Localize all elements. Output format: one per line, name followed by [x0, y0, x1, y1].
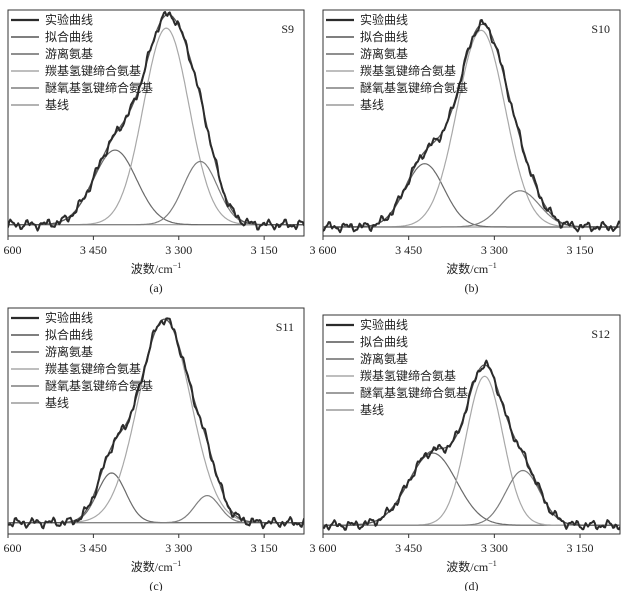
- series-ether-hbonded-amino: [8, 160, 304, 226]
- x-axis-title-superscript: −1: [173, 261, 182, 270]
- chart-panel-2: 3 600 3 450 3 300 3 150 波数/cm−1 (b) S10 实验曲线拟合曲…: [310, 9, 621, 295]
- panel-caption: (a): [149, 281, 162, 295]
- legend-label: 游离氨基: [45, 46, 93, 61]
- x-tick-label: 3 300: [165, 243, 192, 257]
- legend-label: 基线: [45, 396, 69, 410]
- legend-label: 基线: [360, 403, 384, 417]
- series-free-amino: [323, 163, 620, 228]
- panel-label: S9: [281, 22, 294, 36]
- legend-label: 实验曲线: [360, 317, 408, 332]
- plot-frame: [322, 314, 621, 535]
- x-tick-label: 3 150: [251, 541, 278, 555]
- legend-label: 拟合曲线: [45, 29, 93, 44]
- legend-label: 拟合曲线: [45, 327, 93, 342]
- curves: [323, 359, 620, 531]
- series-experimental-curve: [323, 359, 620, 531]
- legend-label: 羰基氢键缔合氨基: [360, 63, 456, 78]
- x-tick-label: 3 600: [310, 243, 337, 257]
- series-ether-hbonded-amino: [323, 190, 620, 228]
- legend-label: 羰基氢键缔合氨基: [360, 368, 456, 383]
- legend-label: 拟合曲线: [360, 29, 408, 44]
- panel-caption: (b): [465, 281, 479, 295]
- panel-caption: (d): [465, 579, 479, 591]
- legend-label: 实验曲线: [45, 12, 93, 27]
- series-free-amino: [8, 149, 304, 226]
- series-ether-hbonded-amino: [323, 469, 620, 526]
- curves: [323, 19, 620, 234]
- x-axis-title-text: 波数/cm: [131, 261, 174, 276]
- x-axis-title-text: 波数/cm: [446, 261, 489, 276]
- x-tick-label: 3 600: [0, 541, 22, 555]
- legend-label: 基线: [45, 98, 69, 112]
- legend-label: 实验曲线: [360, 12, 408, 27]
- x-axis-title: 波数/cm−1: [446, 261, 497, 276]
- x-tick-label: 3 450: [80, 541, 107, 555]
- series-experimental-curve: [8, 11, 304, 232]
- legend-label: 醚氧基氢键缔合氨基: [45, 80, 153, 95]
- x-tick-label: 3 150: [251, 243, 278, 257]
- plot-frame: [7, 307, 305, 535]
- x-axis-title-superscript: −1: [173, 559, 182, 568]
- chart-panel-1: 3 600 3 450 3 300 3 150 波数/cm−1 (a) S9 实验曲线拟合曲线…: [0, 9, 305, 295]
- x-axis-title: 波数/cm−1: [131, 559, 182, 574]
- x-tick-label: 3 450: [395, 541, 422, 555]
- x-tick-label: 3 600: [310, 541, 337, 555]
- legend-label: 游离氨基: [360, 46, 408, 61]
- x-axis-title-superscript: −1: [488, 559, 497, 568]
- x-tick-label: 3 450: [395, 243, 422, 257]
- panel-label: S10: [591, 22, 610, 36]
- series-experimental-curve: [8, 317, 304, 530]
- x-axis-title-superscript: −1: [488, 261, 497, 270]
- series-free-amino: [8, 472, 304, 524]
- plot-frame: [322, 9, 621, 237]
- legend-label: 羰基氢键缔合氨基: [45, 63, 141, 78]
- x-tick-label: 3 300: [165, 541, 192, 555]
- series-experimental-curve: [323, 19, 620, 234]
- legend-label: 醚氧基氢键缔合氨基: [360, 80, 468, 95]
- chart-panel-4: 3 600 3 450 3 300 3 150 波数/cm−1 (d) S12 实验曲线拟合曲…: [310, 314, 621, 591]
- legend-label: 醚氧基氢键缔合氨基: [45, 378, 153, 393]
- legend-label: 羰基氢键缔合氨基: [45, 361, 141, 376]
- legend-label: 实验曲线: [45, 310, 93, 325]
- x-axis-title-text: 波数/cm: [446, 559, 489, 574]
- x-axis-title: 波数/cm−1: [446, 559, 497, 574]
- plot-frame: [7, 9, 305, 237]
- x-tick-label: 3 150: [567, 541, 594, 555]
- panel-label: S12: [591, 327, 610, 341]
- curves: [8, 11, 304, 232]
- legend-label: 拟合曲线: [360, 334, 408, 349]
- curves: [8, 317, 304, 530]
- legend-label: 基线: [360, 98, 384, 112]
- x-tick-label: 3 450: [80, 243, 107, 257]
- x-tick-label: 3 600: [0, 243, 22, 257]
- x-axis-title-text: 波数/cm: [131, 559, 174, 574]
- x-tick-label: 3 150: [567, 243, 594, 257]
- x-tick-label: 3 300: [481, 243, 508, 257]
- panel-label: S11: [276, 320, 294, 334]
- series-free-amino: [323, 452, 620, 526]
- legend-label: 醚氧基氢键缔合氨基: [360, 385, 468, 400]
- chart-panel-3: 3 600 3 450 3 300 3 150 波数/cm−1 (c) S11 实验曲线拟合曲…: [0, 307, 305, 591]
- panel-caption: (c): [149, 579, 162, 591]
- legend-label: 游离氨基: [45, 344, 93, 359]
- legend-label: 游离氨基: [360, 351, 408, 366]
- x-axis-title: 波数/cm−1: [131, 261, 182, 276]
- x-tick-label: 3 300: [481, 541, 508, 555]
